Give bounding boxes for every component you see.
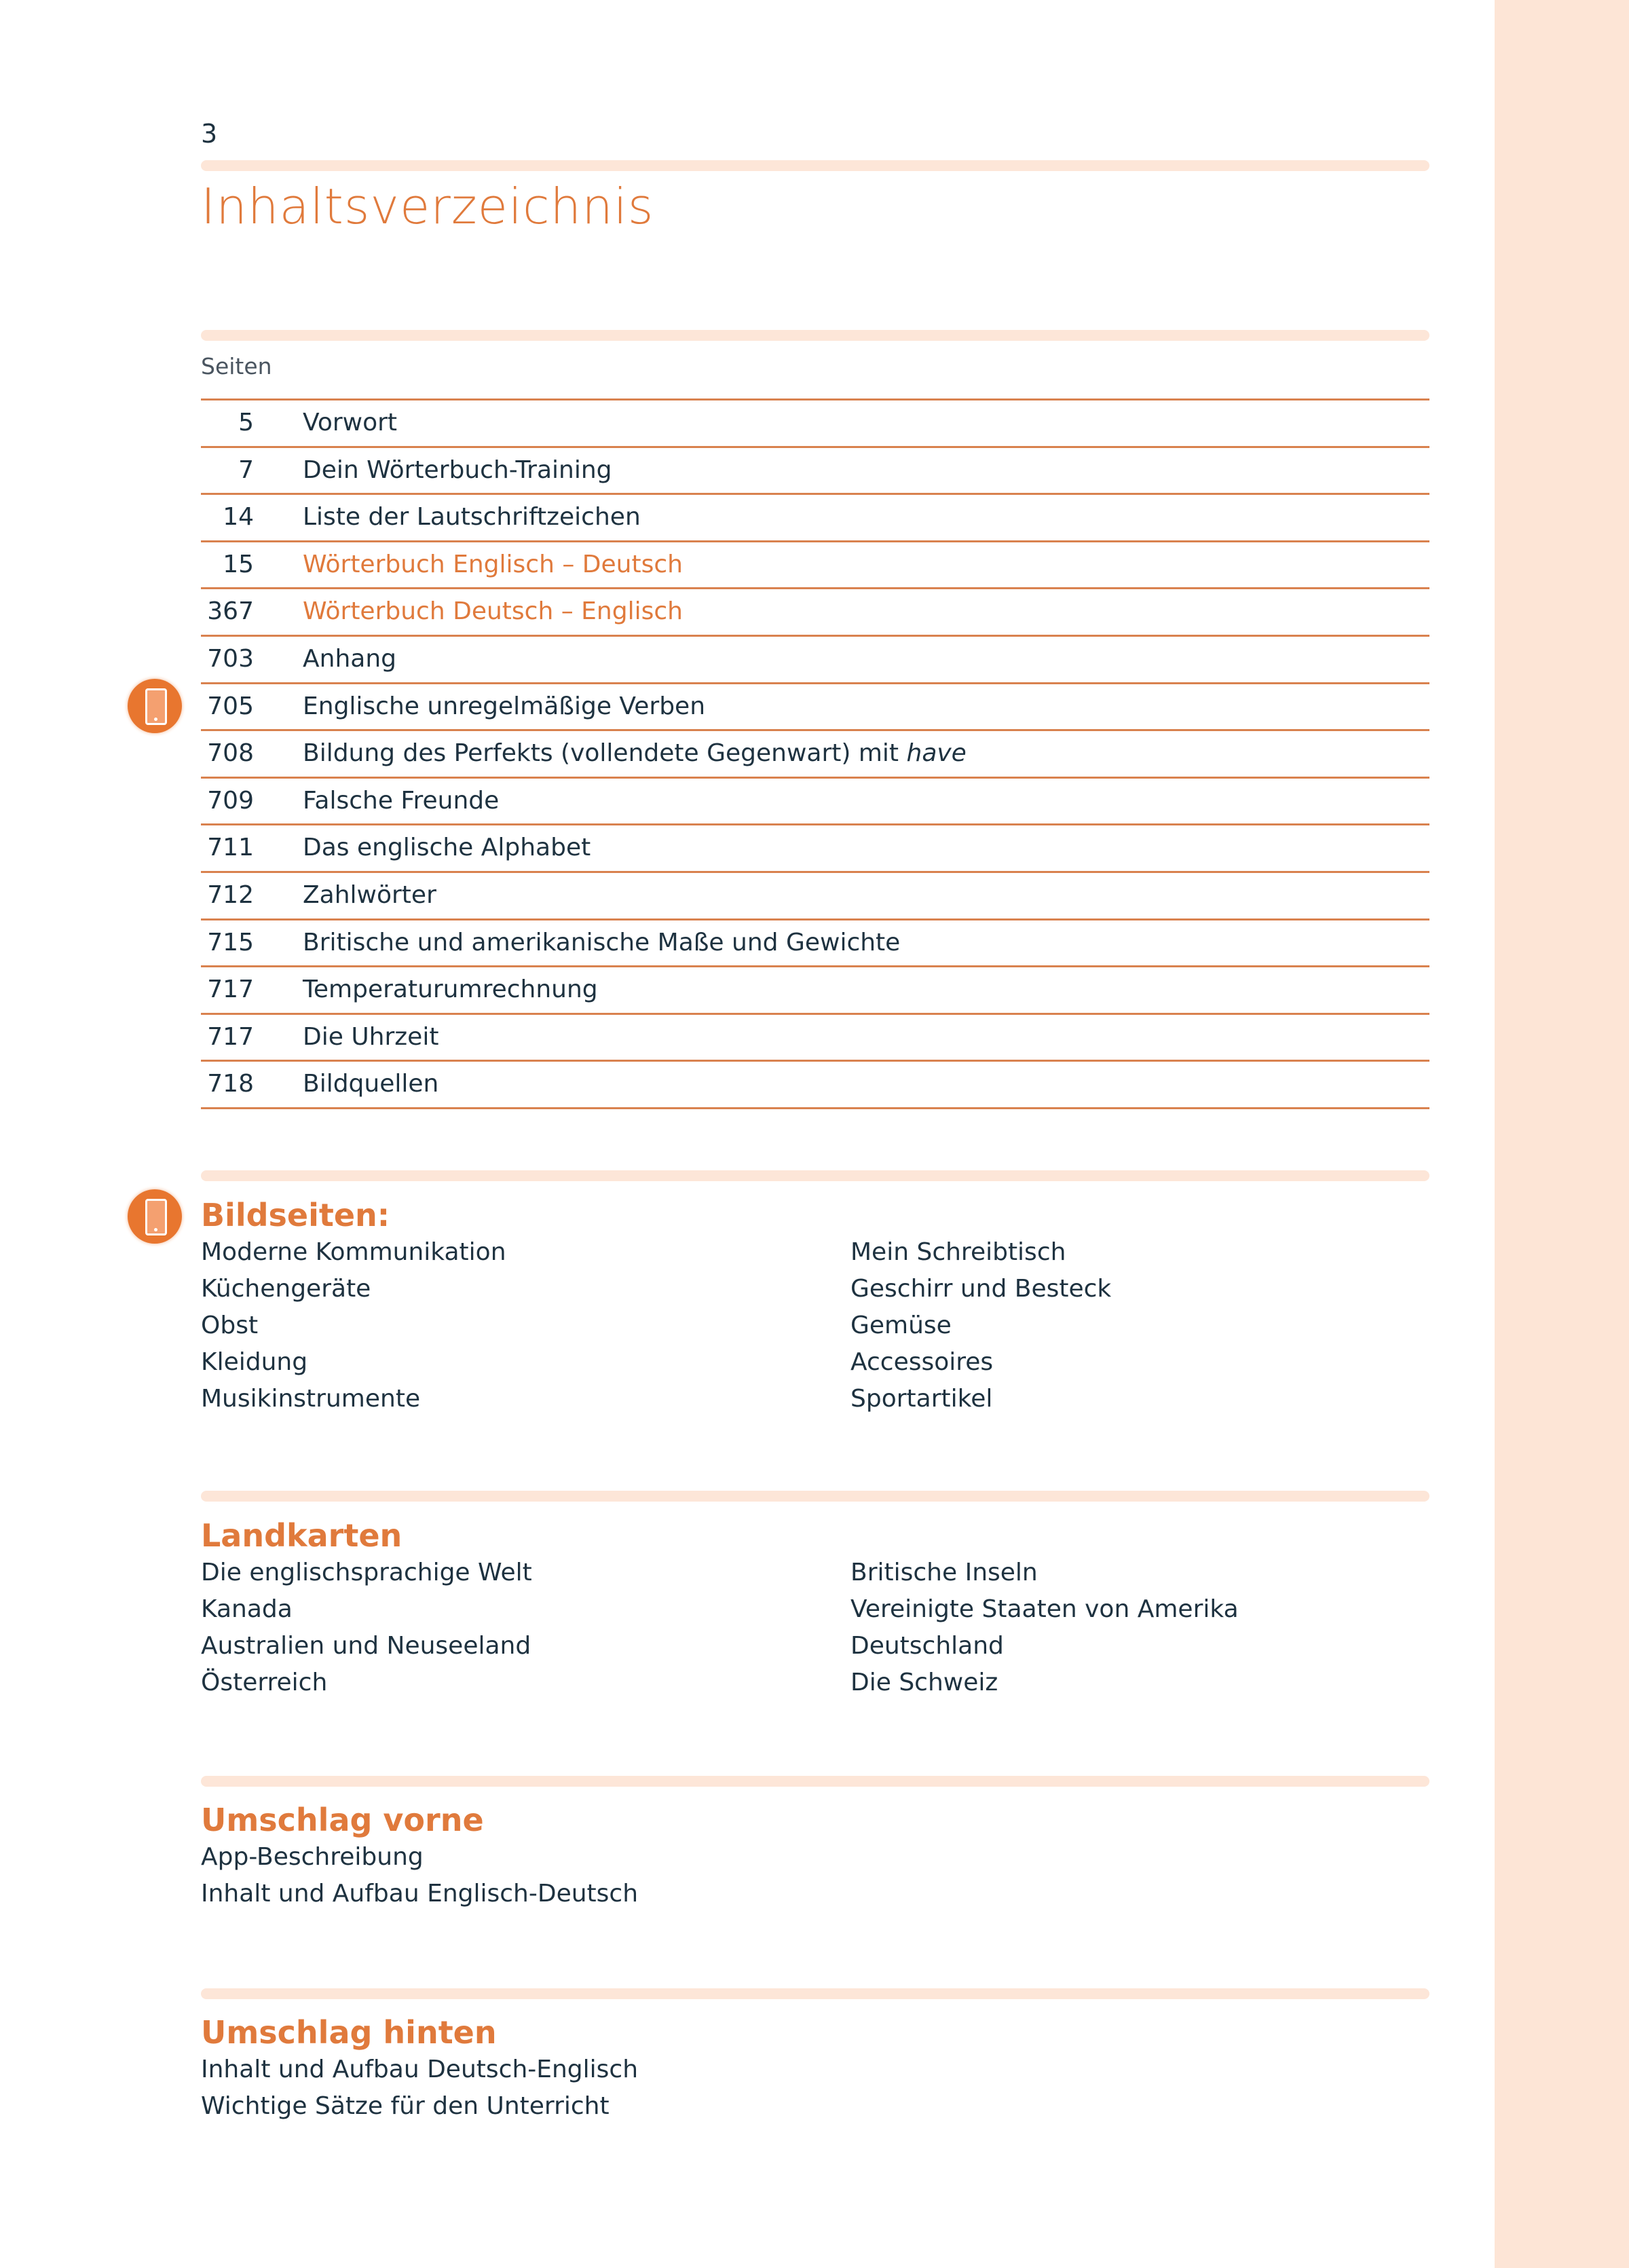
section-umschlag-hinten: Umschlag hinten Inhalt und Aufbau Deutsch… [201, 2013, 1500, 2125]
section-column-right [850, 2051, 1500, 2125]
page-number: 3 [201, 119, 218, 149]
toc-row[interactable]: 717 Die Uhrzeit [201, 1015, 1429, 1062]
toc-row[interactable]: 708 Bildung des Perfekts (vollendete Gege… [201, 731, 1429, 779]
section-column-right [850, 1839, 1500, 1912]
section-item[interactable]: Australien und Neuseeland [201, 1632, 531, 1660]
divider [201, 1776, 1429, 1787]
toc-label-italic: have [906, 739, 967, 768]
section-item[interactable]: Kleidung [201, 1348, 308, 1376]
toc-row[interactable]: 709 Falsche Freunde [201, 779, 1429, 826]
section-column-left: App-Beschreibung Inhalt und Aufbau Englis… [201, 1839, 850, 1912]
section-item[interactable]: Kanada [201, 1595, 293, 1623]
section-heading: Bildseiten: [201, 1197, 390, 1233]
section-item[interactable]: Mein Schreibtisch [850, 1238, 1066, 1266]
toc-row[interactable]: 717 Temperaturumrechnung [201, 967, 1429, 1015]
toc-label: Dein Wörterbuch-Training [303, 456, 612, 484]
toc-row[interactable]: 712 Zahlwörter [201, 873, 1429, 921]
section-item[interactable]: Obst [201, 1312, 259, 1339]
section-bildseiten: Bildseiten: Moderne Kommunikation Küchenge… [201, 1196, 1500, 1417]
toc-row[interactable]: 711 Das englische Alphabet [201, 825, 1429, 873]
section-umschlag-vorne: Umschlag vorne App-Beschreibung Inhalt und… [201, 1801, 1500, 1912]
section-landkarten: Landkarten Die englischsprachige Welt Kana… [201, 1517, 1500, 1701]
toc-page: 718 [207, 1070, 254, 1098]
toc-page: 712 [207, 880, 254, 909]
section-item[interactable]: Deutschland [850, 1632, 1004, 1660]
section-item[interactable]: Wichtige Sätze für den Unterricht [201, 2092, 610, 2120]
pages-label: Seiten [201, 353, 272, 379]
toc-page: 708 [207, 739, 254, 768]
section-item[interactable]: Sportartikel [850, 1385, 993, 1413]
toc-label: Britische und amerikanische Maße und Gew… [303, 928, 901, 956]
section-item[interactable]: App-Beschreibung [201, 1843, 424, 1871]
section-item[interactable]: Geschirr und Besteck [850, 1275, 1112, 1303]
toc-table: 5 Vorwort 7 Dein Wörterbuch-Training 14 Liste… [201, 398, 1429, 1109]
section-heading: Landkarten [201, 1517, 402, 1554]
section-column-left: Die englischsprachige Welt Kanada Australi… [201, 1555, 850, 1701]
toc-row[interactable]: 715 Britische und amerikanische Maße und … [201, 921, 1429, 968]
toc-page: 709 [207, 786, 254, 815]
divider [201, 1988, 1429, 1999]
divider [201, 1491, 1429, 1502]
toc-label: Das englische Alphabet [303, 834, 591, 862]
toc-label: Wörterbuch Englisch – Deutsch [303, 550, 683, 578]
toc-row[interactable]: 705 Englische unregelmäßige Verben [201, 684, 1429, 732]
section-column-left: Inhalt und Aufbau Deutsch-Englisch Wichti… [201, 2051, 850, 2125]
section-heading: Umschlag vorne [201, 1802, 484, 1838]
toc-row[interactable]: 15 Wörterbuch Englisch – Deutsch [201, 542, 1429, 590]
section-heading: Umschlag hinten [201, 2014, 497, 2051]
section-item[interactable]: Gemüse [850, 1312, 952, 1339]
divider [201, 330, 1429, 341]
section-item[interactable]: Inhalt und Aufbau Deutsch-Englisch [201, 2056, 639, 2083]
toc-page: 705 [207, 692, 254, 720]
section-item[interactable]: Die Schweiz [850, 1669, 998, 1696]
toc-page: 717 [207, 1022, 254, 1051]
section-item[interactable]: Moderne Kommunikation [201, 1238, 506, 1266]
smartphone-icon [128, 1189, 182, 1244]
section-item[interactable]: Vereinigte Staaten von Amerika [850, 1595, 1239, 1623]
section-column-left: Moderne Kommunikation Küchengeräte Obst Kle… [201, 1234, 850, 1417]
toc-page: 5 [238, 409, 254, 436]
toc-label: Bildquellen [303, 1070, 439, 1098]
toc-page: 367 [207, 597, 254, 626]
toc-label: Zahlwörter [303, 880, 436, 909]
toc-label: Englische unregelmäßige Verben [303, 692, 706, 720]
toc-row[interactable]: 14 Liste der Lautschriftzeichen [201, 495, 1429, 542]
section-item[interactable]: Österreich [201, 1669, 328, 1696]
toc-row[interactable]: 703 Anhang [201, 637, 1429, 684]
section-item[interactable]: Küchengeräte [201, 1275, 371, 1303]
toc-label: Falsche Freunde [303, 786, 500, 815]
section-item[interactable]: Musikinstrumente [201, 1385, 421, 1413]
toc-page: 14 [223, 503, 254, 532]
side-band [1495, 0, 1629, 2268]
toc-label: Die Uhrzeit [303, 1022, 439, 1051]
toc-page: 7 [238, 456, 254, 484]
section-item[interactable]: Inhalt und Aufbau Englisch-Deutsch [201, 1880, 639, 1908]
section-item[interactable]: Accessoires [850, 1348, 994, 1376]
section-item[interactable]: Die englischsprachige Welt [201, 1559, 532, 1586]
toc-row[interactable]: 7 Dein Wörterbuch-Training [201, 448, 1429, 496]
toc-label: Liste der Lautschriftzeichen [303, 503, 641, 532]
toc-page: 711 [207, 834, 254, 862]
divider [201, 1170, 1429, 1181]
toc-page: 717 [207, 975, 254, 1004]
section-column-right: Britische Inseln Vereinigte Staaten von A… [850, 1555, 1500, 1701]
toc-label: Wörterbuch Deutsch – Englisch [303, 597, 683, 626]
section-column-right: Mein Schreibtisch Geschirr und Besteck Gem… [850, 1234, 1500, 1417]
toc-row[interactable]: 367 Wörterbuch Deutsch – Englisch [201, 589, 1429, 637]
section-item[interactable]: Britische Inseln [850, 1559, 1038, 1586]
toc-label: Vorwort [303, 409, 398, 436]
toc-label: Anhang [303, 644, 396, 673]
toc-label: Bildung des Perfekts (vollendete Gegenwa… [303, 739, 967, 768]
toc-page: 703 [207, 644, 254, 673]
smartphone-icon [128, 678, 182, 733]
toc-page: 15 [223, 550, 254, 578]
page-title: Inhaltsverzeichnis [201, 178, 654, 235]
toc-label: Temperaturumrechnung [303, 975, 598, 1004]
toc-row[interactable]: 5 Vorwort [201, 398, 1429, 448]
toc-row[interactable]: 718 Bildquellen [201, 1062, 1429, 1109]
toc-page: 715 [207, 928, 254, 956]
divider [201, 160, 1429, 171]
